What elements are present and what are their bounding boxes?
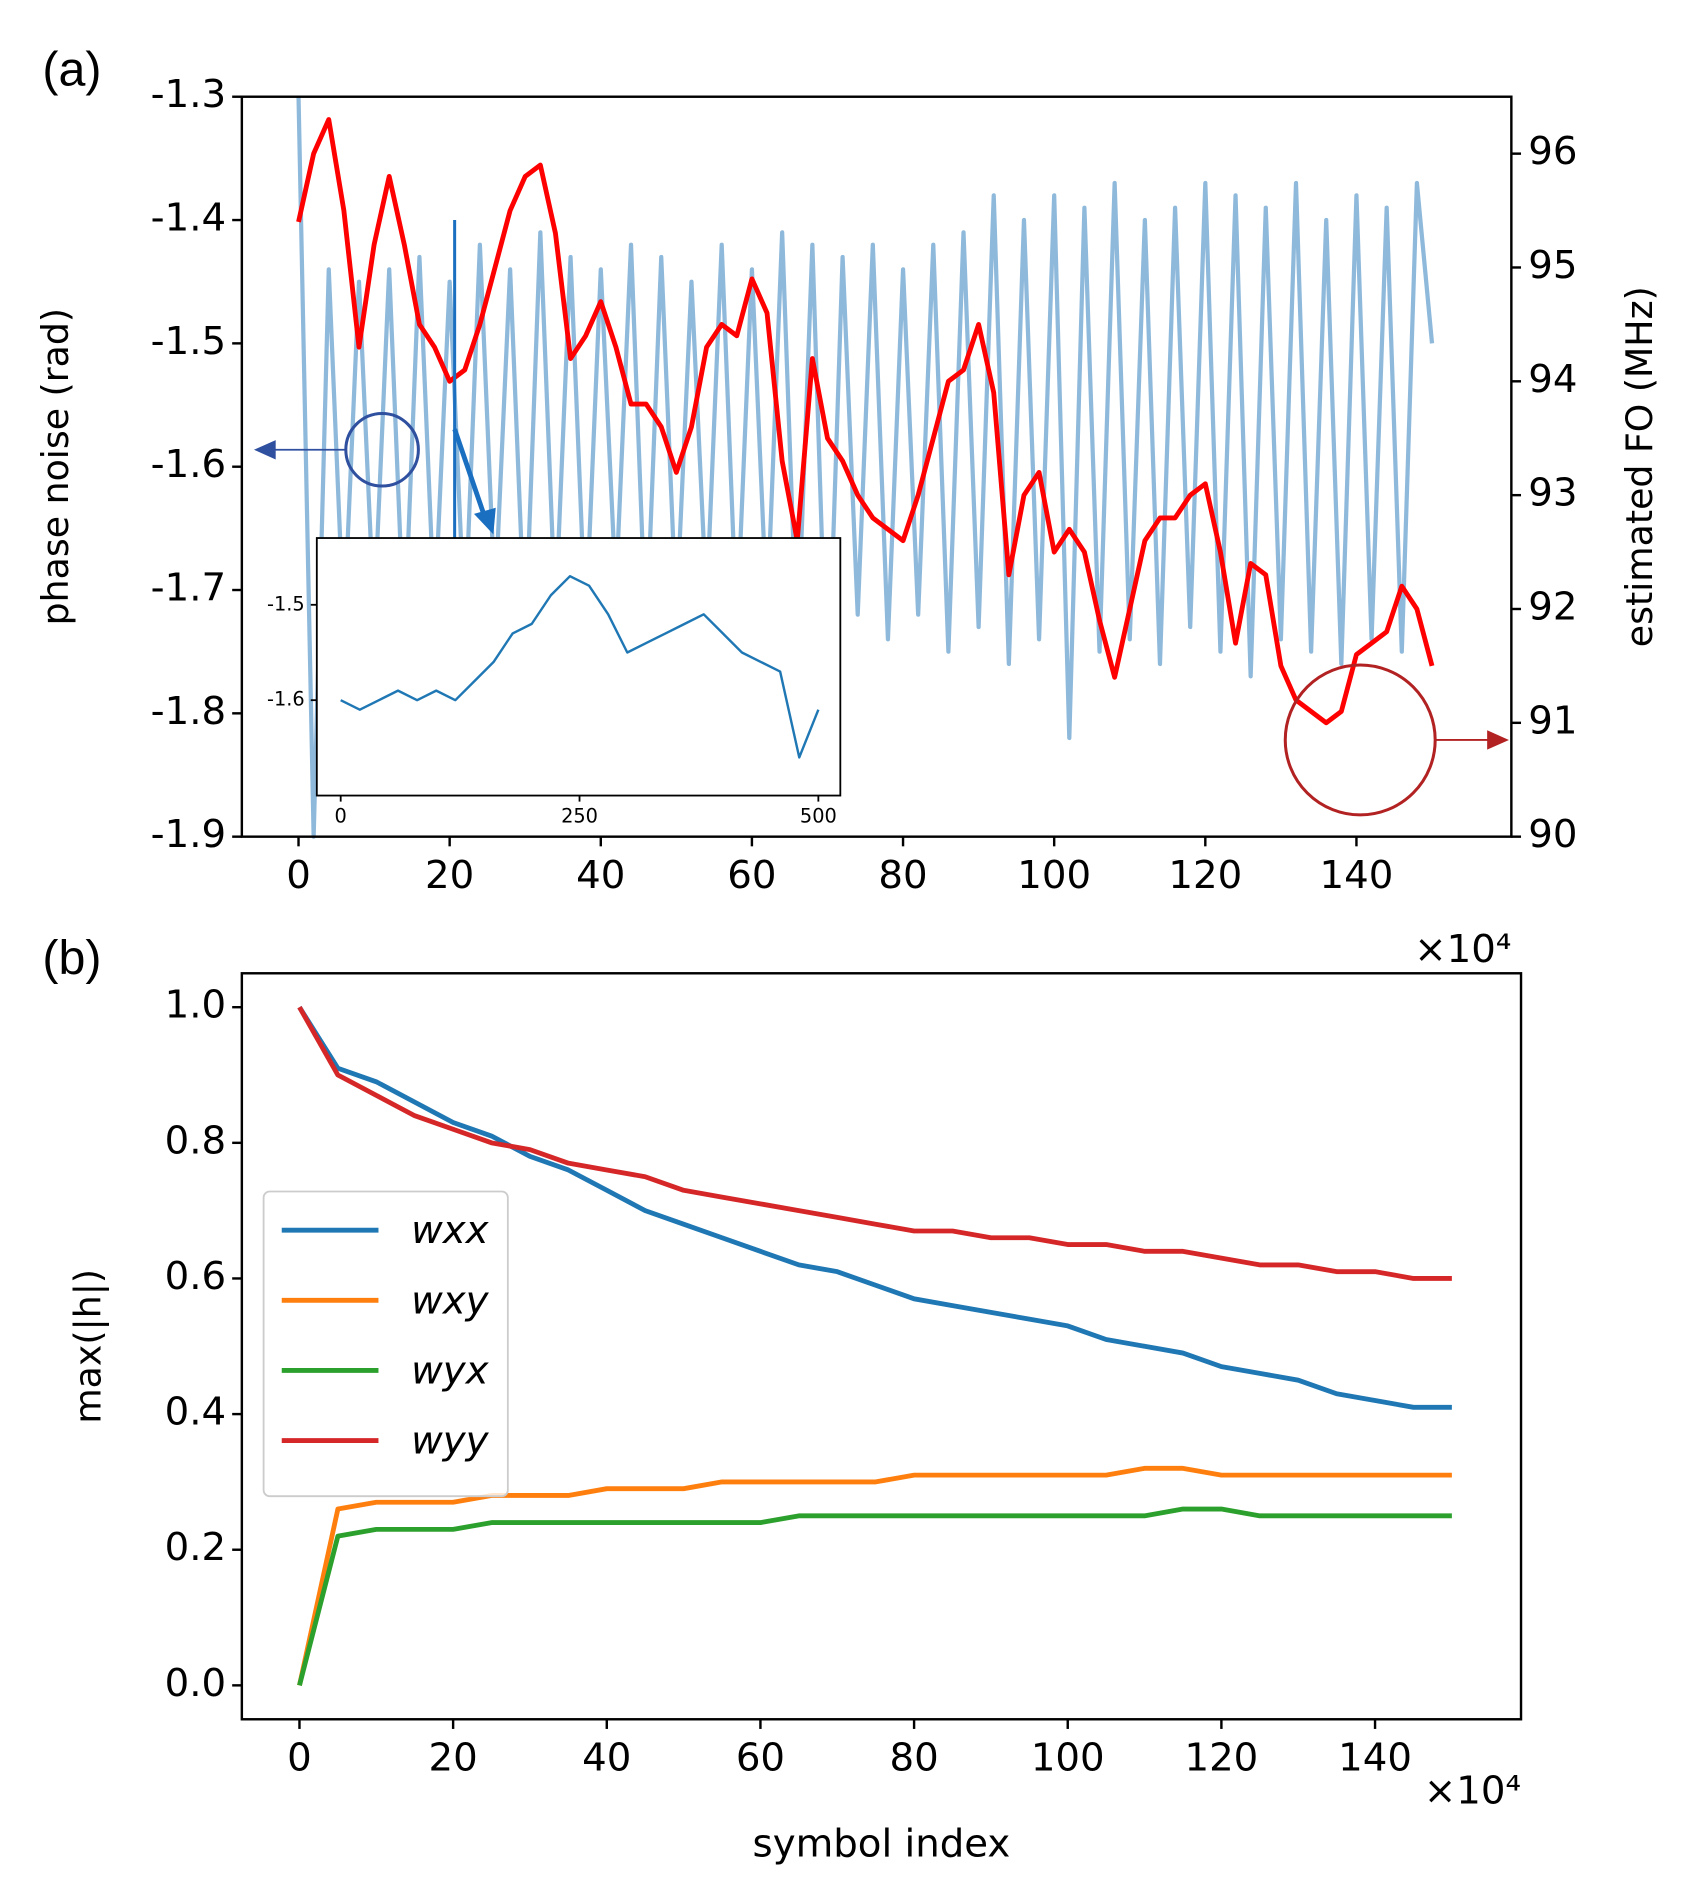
- x-tick-label: 250: [561, 805, 598, 828]
- y-tick-label: 0.4: [165, 1390, 227, 1435]
- y-tick-label: -1.5: [151, 319, 226, 364]
- x-tick-label: 80: [878, 853, 927, 898]
- x-tick-label: 140: [1338, 1735, 1412, 1780]
- panel-label: (b): [42, 931, 101, 985]
- legend-label: wyy: [411, 1419, 490, 1464]
- series-line: [297, 1005, 1452, 1410]
- arrow-head: [253, 440, 276, 460]
- x-tick-label: 40: [582, 1735, 631, 1780]
- series-line: [297, 1506, 1452, 1686]
- y-tick-label: 0.8: [165, 1118, 227, 1163]
- x-tick-label: 0: [286, 853, 311, 898]
- y2-axis-label: estimated FO (MHz): [1618, 286, 1661, 647]
- series-line: [296, 117, 1435, 726]
- y-tick-label: -1.7: [151, 566, 226, 611]
- legend-label: wxx: [411, 1208, 490, 1253]
- y-tick-label: 0.6: [165, 1254, 227, 1299]
- y2-tick-label: 91: [1528, 698, 1577, 743]
- y2-tick-label: 96: [1528, 129, 1577, 174]
- legend-label: wyx: [411, 1348, 490, 1393]
- y-tick-label: 0.0: [165, 1661, 227, 1706]
- marker-circle: [1283, 663, 1437, 817]
- y-axis-label: max(|h|): [67, 1269, 110, 1424]
- x-multiplier: ×10⁴: [1414, 927, 1511, 972]
- y-tick-label: -1.8: [151, 689, 226, 734]
- y2-tick-label: 93: [1528, 471, 1577, 516]
- arrow-head: [473, 507, 496, 535]
- y-tick-label: -1.9: [151, 812, 226, 857]
- panel-label: (a): [42, 42, 101, 96]
- y-tick-label: -1.3: [151, 72, 226, 117]
- x-tick-label: 120: [1184, 1735, 1258, 1780]
- inset: 0 250 500 -1.6 -1.5: [267, 537, 842, 828]
- x-tick-label: 60: [736, 1735, 785, 1780]
- y2-tick-label: 92: [1528, 584, 1577, 629]
- y-axis-label: phase noise (rad): [34, 308, 77, 625]
- x-tick-label: 60: [727, 853, 776, 898]
- arrow-head: [1487, 730, 1509, 750]
- arrow: [452, 428, 486, 515]
- legend-box: [262, 1190, 509, 1498]
- x-tick-label: 20: [425, 853, 474, 898]
- y-tick-label: 0.2: [165, 1525, 227, 1570]
- plot-frame: [240, 972, 1523, 1721]
- series-line: [297, 1465, 1452, 1686]
- x-tick-label: 140: [1320, 853, 1394, 898]
- x-tick-label: 0: [287, 1735, 312, 1780]
- panel-b: 0 20 40 60 80 100 120 140 0.0 0.2 0.4 0.6 0.8 1.0 max(…: [42, 931, 1523, 1867]
- x-tick-label: 100: [1031, 1735, 1105, 1780]
- series-line: [297, 1006, 1452, 1281]
- x-multiplier: ×10⁴: [1424, 1769, 1521, 1814]
- inset-background: [316, 538, 841, 796]
- y2-tick-label: 94: [1528, 357, 1577, 402]
- x-tick-label: 80: [889, 1735, 938, 1780]
- y-tick-label: 1.0: [165, 983, 227, 1028]
- y2-tick-label: 95: [1528, 243, 1577, 288]
- y-tick-label: -1.6: [151, 442, 226, 487]
- legend-label: wxy: [411, 1278, 490, 1323]
- x-tick-label: 100: [1017, 853, 1091, 898]
- y-tick-label: -1.5: [267, 592, 305, 615]
- series-line: [296, 96, 1435, 839]
- x-tick-label: 120: [1168, 853, 1242, 898]
- annotations: [253, 220, 1509, 817]
- y-tick-label: -1.4: [151, 196, 226, 241]
- plot-frame: [315, 537, 842, 797]
- y2-tick-label: 90: [1528, 812, 1577, 857]
- x-axis-label: symbol index: [753, 1822, 1011, 1867]
- x-tick-label: 40: [576, 853, 625, 898]
- panel-a: 0 20 40 60 80 100 120 140 -1.9 -1.8 -1.7 -1.6 -1.5 -1…: [34, 42, 1661, 972]
- x-tick-label: 500: [800, 805, 837, 828]
- x-tick-label: 0: [335, 805, 347, 828]
- series-line: [340, 574, 820, 759]
- x-tick-label: 20: [429, 1735, 478, 1780]
- y-tick-label: -1.6: [267, 688, 305, 711]
